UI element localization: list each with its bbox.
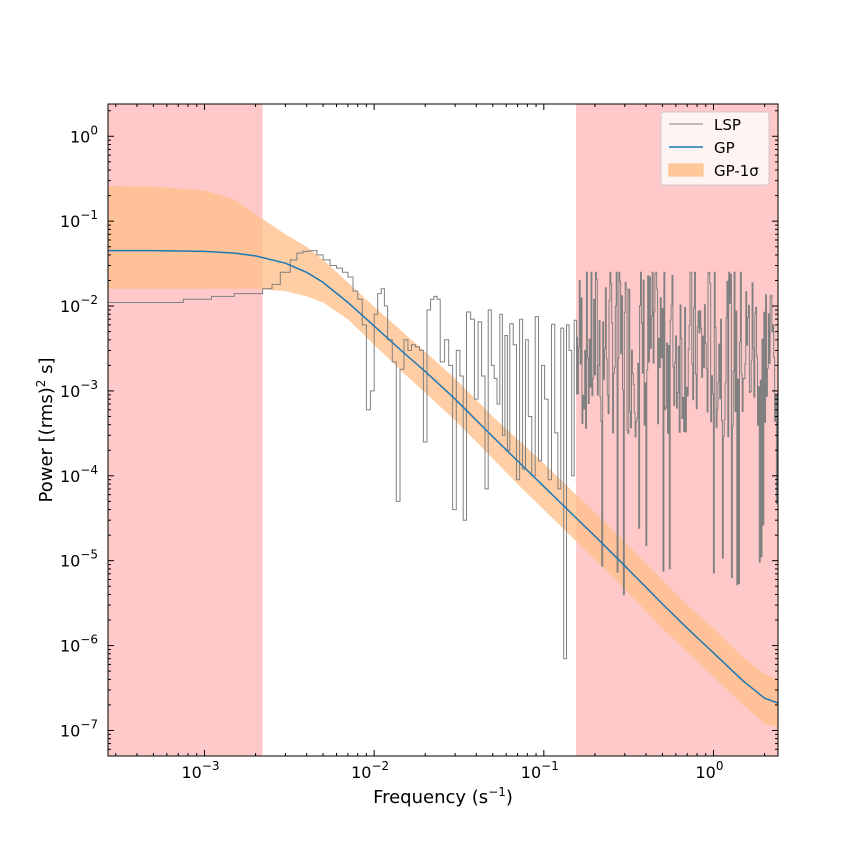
y-axis-label: Power [(rms)2 s] (34, 358, 57, 503)
gp-1sigma-band (108, 185, 778, 727)
y-tick-label: 10−5 (60, 548, 98, 571)
x-tick-label: 10−3 (181, 759, 219, 782)
plot-area (108, 104, 778, 756)
legend-lsp-label: LSP (714, 116, 741, 134)
y-tick-label: 10−6 (60, 633, 98, 656)
lsp-series-high-frequency (576, 271, 778, 596)
y-tick-label: 10−3 (60, 378, 98, 401)
lsp-series (108, 250, 578, 660)
y-tick-label: 100 (70, 123, 98, 146)
y-tick-label: 10−2 (60, 293, 98, 316)
legend: LSP GP GP-1σ (660, 111, 770, 186)
y-tick-label: 10−4 (60, 463, 98, 486)
x-tick-label: 10−2 (351, 759, 389, 782)
legend-band-swatch (668, 163, 704, 177)
x-tick-label: 100 (695, 759, 723, 782)
axis-ticks: 10−3 10−2 10−1 100 10−7 10−6 10−5 10−4 10−3 10−2 1… (60, 104, 778, 782)
x-axis-label: Frequency (s−1) (373, 785, 513, 808)
x-tick-label: 10−1 (521, 759, 559, 782)
legend-gp-label: GP (714, 139, 735, 157)
axes-frame (107, 103, 779, 757)
legend-band-label: GP-1σ (714, 162, 759, 180)
y-tick-label: 10−1 (60, 208, 98, 231)
y-tick-label: 10−7 (60, 717, 98, 740)
shaded-region-1 (576, 104, 778, 756)
gp-series (108, 249, 778, 704)
